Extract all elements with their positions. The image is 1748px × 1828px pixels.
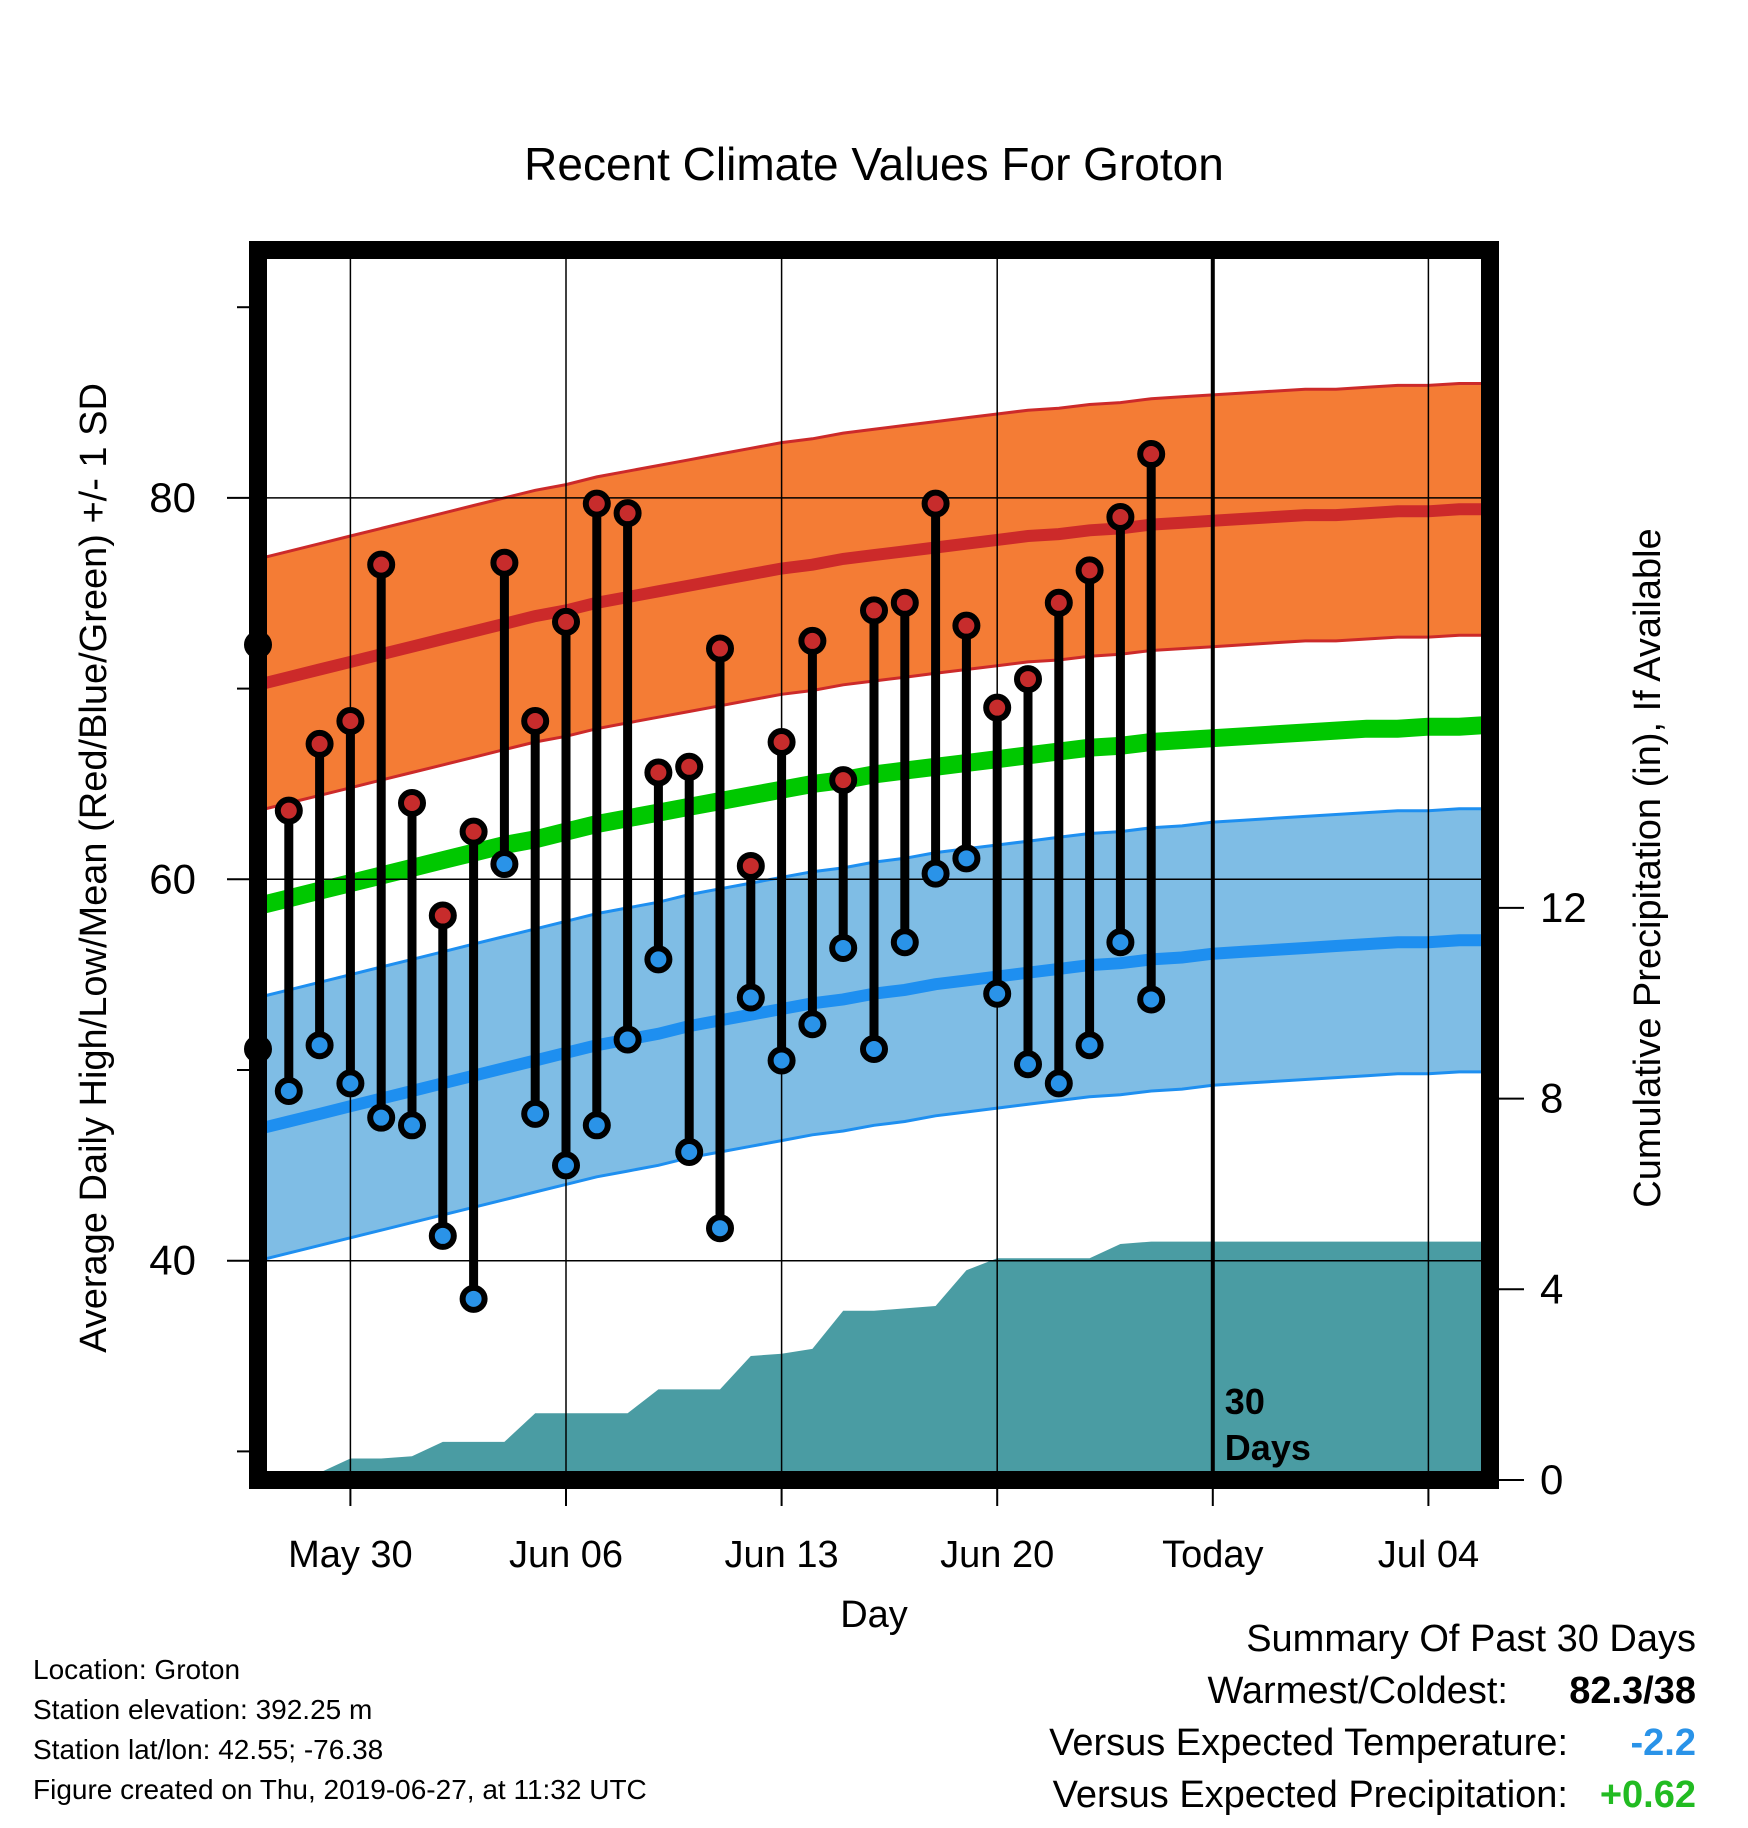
daily-high-point (644, 758, 673, 787)
info-latlon: Station lat/lon: 42.55; -76.38 (33, 1734, 384, 1765)
today-days-label: Days (1225, 1427, 1311, 1468)
x-tick-label: Jun 13 (725, 1534, 839, 1576)
daily-low-point (428, 1221, 457, 1250)
daily-high-point (336, 707, 365, 736)
daily-low-point (552, 1151, 580, 1180)
y2-tick-label: 4 (1540, 1265, 1563, 1312)
daily-high-point (1044, 588, 1073, 617)
summary-warm-cold-value: 82.3/38 (1569, 1670, 1696, 1712)
daily-low-point (644, 945, 673, 974)
daily-high-point (952, 611, 981, 640)
summary-precip-value: +0.62 (1599, 1774, 1696, 1816)
high-band-upper-edge (257, 382, 1490, 561)
x-tick-label: Today (1162, 1534, 1263, 1576)
x-tick-label: Jun 06 (509, 1534, 623, 1576)
y-axis-label: Average Daily High/Low/Mean (Red/Blue/Gr… (73, 383, 115, 1353)
daily-low-point (521, 1099, 550, 1128)
daily-low-point (1075, 1031, 1104, 1060)
daily-high-point (398, 789, 426, 818)
daily-low-point (274, 1076, 303, 1105)
x-axis-label: Day (840, 1594, 908, 1636)
daily-low-point (921, 859, 950, 888)
daily-low-point (398, 1111, 426, 1140)
daily-high-point (1137, 440, 1166, 469)
y2-tick-label: 8 (1540, 1075, 1563, 1122)
daily-low-point (706, 1214, 734, 1243)
daily-high-point (921, 489, 950, 518)
daily-high-point (983, 693, 1012, 722)
daily-high-point (890, 588, 919, 617)
daily-high-point (767, 728, 796, 756)
daily-high-point (305, 729, 334, 758)
daily-low-point (336, 1069, 365, 1098)
daily-high-point (736, 851, 765, 880)
daily-high-point (675, 752, 704, 781)
daily-low-point (459, 1284, 488, 1313)
summary-temp-value: -2.2 (1630, 1722, 1696, 1764)
daily-high-point (860, 596, 888, 625)
y2-tick-label: 12 (1540, 884, 1587, 931)
daily-high-point (613, 499, 642, 528)
info-location: Location: Groton (33, 1654, 241, 1685)
y2-tick-label: 0 (1540, 1456, 1563, 1503)
x-tick-label: Jul 04 (1378, 1534, 1479, 1576)
plot-frame (249, 241, 1499, 1489)
daily-high-point (829, 766, 858, 795)
daily-high-point (274, 796, 303, 825)
summary-temp-label: Versus Expected Temperature: (1049, 1722, 1568, 1764)
daily-low-point (767, 1046, 796, 1075)
info-elevation: Station elevation: 392.25 m (33, 1694, 373, 1725)
y-tick-label: 60 (149, 855, 196, 902)
daily-high-point (706, 634, 734, 663)
x-tick-label: May 30 (288, 1534, 413, 1576)
daily-low-point (675, 1138, 704, 1166)
summary-title: Summary Of Past 30 Days (1246, 1618, 1696, 1660)
daily-low-point (1044, 1069, 1073, 1098)
daily-low-point (367, 1103, 396, 1132)
daily-high-point (1075, 556, 1104, 585)
daily-low-point (952, 844, 981, 873)
daily-high-point (798, 626, 827, 655)
daily-high-point (1106, 502, 1135, 531)
y2-axis-label: Cumulative Precipitation (in), If Availa… (1627, 528, 1669, 1207)
daily-low-point (305, 1031, 334, 1060)
daily-low-point (1137, 985, 1166, 1014)
daily-low-point (1014, 1050, 1042, 1079)
daily-low-point (1106, 928, 1135, 957)
summary-precip-label: Versus Expected Precipitation: (1052, 1774, 1568, 1816)
chart-title: Recent Climate Values For Groton (524, 138, 1224, 190)
daily-low-point (890, 928, 919, 957)
x-tick-label: Jun 20 (940, 1534, 1054, 1576)
daily-low-point (829, 933, 858, 962)
summary-warm-cold-label: Warmest/Coldest: (1207, 1670, 1508, 1712)
daily-low-point (860, 1035, 888, 1064)
daily-low-point (582, 1111, 611, 1140)
daily-high-point (582, 489, 611, 518)
daily-high-point (459, 817, 488, 846)
today-days-label: 30 (1225, 1381, 1265, 1422)
info-created: Figure created on Thu, 2019-06-27, at 11… (33, 1774, 647, 1805)
daily-high-point (1014, 665, 1042, 694)
daily-high-point (490, 548, 519, 577)
daily-high-point (367, 550, 396, 579)
low-band-lower-edge (257, 1070, 1490, 1263)
daily-high-point (552, 607, 580, 636)
daily-low-point (613, 1025, 642, 1054)
daily-high-point (521, 707, 550, 736)
daily-low-point (798, 1010, 827, 1039)
y-tick-label: 80 (149, 474, 196, 521)
daily-low-point (983, 979, 1012, 1008)
y-tick-label: 40 (149, 1237, 196, 1284)
daily-low-point (490, 850, 519, 879)
normal-high-line (256, 503, 1490, 691)
daily-low-point (736, 983, 765, 1012)
daily-high-point (428, 901, 457, 930)
